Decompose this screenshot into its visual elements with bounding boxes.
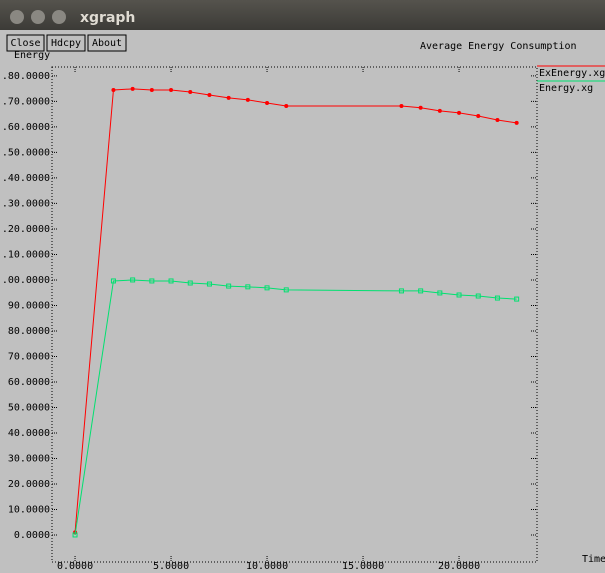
y-tick-label: .00.0000 [2, 275, 50, 286]
point [476, 113, 481, 118]
point [495, 118, 500, 123]
point [283, 287, 289, 293]
button-label[interactable]: About [92, 38, 122, 49]
button-label[interactable]: Hdcpy [51, 38, 81, 49]
minimize-window[interactable] [31, 10, 45, 24]
y-tick-label: 60.0000 [8, 377, 50, 388]
point [130, 277, 136, 283]
point [437, 290, 443, 296]
series-line [74, 88, 517, 533]
point [110, 278, 116, 284]
close-window[interactable] [10, 10, 24, 24]
y-tick-label: 0.0000 [14, 530, 50, 541]
y-tick-label: .10.0000 [2, 249, 50, 260]
point [187, 280, 193, 286]
point [226, 283, 232, 289]
y-tick-label: .80.0000 [2, 71, 50, 82]
x-tick-label: 10.0000 [246, 561, 288, 572]
point [514, 120, 519, 125]
legend-label: Energy.xg [539, 83, 593, 94]
y-tick-label: .60.0000 [2, 122, 50, 133]
y-tick-label: .20.0000 [2, 224, 50, 235]
y-tick-label: .40.0000 [2, 173, 50, 184]
y-tick-label: 70.0000 [8, 351, 50, 362]
button-label[interactable]: Close [10, 38, 40, 49]
buttons: Close Hdcpy About [6, 34, 127, 52]
y-tick-label: 30.0000 [8, 453, 50, 464]
hdcpy-button[interactable] [46, 34, 86, 52]
point [149, 87, 154, 92]
point [72, 532, 78, 538]
point [188, 89, 193, 94]
y-tick-label: 20.0000 [8, 479, 50, 490]
point [437, 108, 442, 113]
point [245, 284, 251, 290]
point [457, 110, 462, 115]
maximize-window[interactable] [52, 10, 66, 24]
point [169, 87, 174, 92]
chart-title: Average Energy Consumption [420, 41, 577, 52]
point [206, 281, 212, 287]
y-tick-label: 90.0000 [8, 300, 50, 311]
close-button[interactable] [6, 34, 45, 52]
point [475, 293, 481, 299]
y-tick-label: 50.0000 [8, 402, 50, 413]
title-bar [0, 0, 605, 30]
window-title: xgraph [80, 10, 135, 26]
y-tick-label: 10.0000 [8, 504, 50, 515]
point [418, 105, 423, 110]
point [418, 288, 424, 294]
y-tick-label: .30.0000 [2, 198, 50, 209]
y-tick-label: 40.0000 [8, 428, 50, 439]
point [456, 292, 462, 298]
x-axis-label: Time [582, 554, 605, 565]
point [265, 100, 270, 105]
y-tick-label: .70.0000 [2, 96, 50, 107]
legend-label: ExEnergy.xg [539, 68, 605, 79]
point [514, 296, 520, 302]
point [168, 278, 174, 284]
about-button[interactable] [87, 34, 127, 52]
y-tick-label: .50.0000 [2, 147, 50, 158]
x-tick-label: 0.0000 [57, 561, 93, 572]
y-tick-label: 80.0000 [8, 326, 50, 337]
point [226, 95, 231, 100]
point [130, 86, 135, 91]
plot-frame [51, 66, 538, 563]
point [399, 104, 404, 109]
point [284, 104, 289, 109]
x-tick-label: 20.0000 [438, 561, 480, 572]
point [207, 93, 212, 98]
x-tick-label: 15.0000 [342, 561, 384, 572]
point [111, 87, 116, 92]
point [494, 295, 500, 301]
point [245, 97, 250, 102]
series-line [74, 279, 517, 536]
x-tick-label: 5.0000 [153, 561, 189, 572]
point [149, 278, 155, 284]
point [264, 285, 270, 291]
point [398, 288, 404, 294]
y-axis-label: Energy [14, 50, 50, 61]
